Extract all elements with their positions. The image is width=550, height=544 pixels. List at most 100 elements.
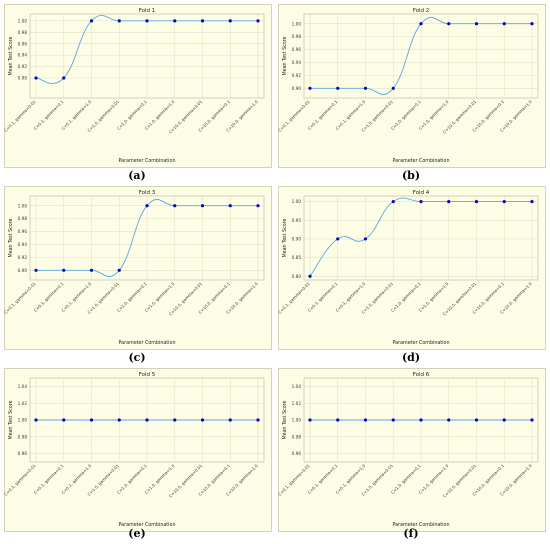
- y-tick-label: 1.00: [292, 199, 302, 204]
- data-point: [447, 22, 451, 26]
- plot-area-frame: [29, 195, 265, 281]
- data-point: [474, 22, 479, 26]
- data-point: [117, 418, 121, 422]
- data-point: [34, 418, 38, 422]
- y-tick-label: 1.00: [18, 18, 28, 23]
- y-tick-label: 0.90: [18, 268, 28, 273]
- panel-label-f: (f): [403, 527, 419, 540]
- chart-title: Fold 4: [413, 190, 430, 196]
- data-point: [363, 237, 368, 241]
- data-point: [502, 200, 506, 204]
- fold-4-chart: Fold 4 0.80 0.85 0.90 0.95 1.00 C=0.1, gamma=0…: [277, 186, 546, 350]
- figure-background: [278, 4, 546, 168]
- data-point: [34, 76, 38, 80]
- chart-title: Fold 5: [139, 372, 156, 378]
- data-point: [363, 418, 368, 422]
- chart-title: Fold 3: [139, 190, 156, 196]
- x-axis-label: Parameter Combination: [119, 158, 176, 164]
- figure-background: [4, 4, 272, 168]
- y-tick-label: 0.98: [18, 216, 28, 221]
- y-tick-label: 0.90: [18, 76, 28, 81]
- data-point: [200, 19, 205, 23]
- data-point: [145, 204, 149, 208]
- fold-5-chart: Fold 5 0.96 0.98 1.00 1.02 1.04 C=0.1, gamma=0…: [3, 368, 272, 532]
- data-point: [502, 22, 506, 26]
- x-axis-label: Parameter Combination: [393, 158, 450, 164]
- data-point: [89, 19, 94, 23]
- figure-background: [278, 368, 546, 532]
- data-point: [89, 418, 94, 422]
- data-point: [530, 200, 534, 204]
- y-tick-label: 0.94: [18, 53, 28, 58]
- chart-svg: Fold 60.960.981.001.021.04C=0.1, gamma=0…: [277, 368, 546, 532]
- y-tick-label: 0.96: [18, 41, 28, 46]
- data-point: [419, 418, 423, 422]
- data-point: [391, 418, 395, 422]
- y-tick-label: 0.80: [292, 274, 302, 279]
- data-point: [117, 268, 121, 272]
- data-point: [62, 418, 66, 422]
- y-tick-label: 0.92: [18, 255, 28, 260]
- chart-title: Fold 2: [413, 8, 430, 14]
- y-tick-label: 1.00: [292, 418, 302, 423]
- y-tick-label: 1.00: [18, 203, 28, 208]
- y-axis-label: Mean Test Score: [8, 218, 14, 257]
- chart-svg: Fold 20.900.920.940.960.981.00C=0.1, gam…: [277, 4, 546, 168]
- y-tick-label: 0.98: [18, 434, 28, 439]
- x-axis-label: Parameter Combination: [393, 340, 450, 346]
- data-point: [308, 418, 312, 422]
- y-axis-label: Mean Test Score: [282, 218, 288, 257]
- chart-svg: Fold 40.800.850.900.951.00C=0.1, gamma=0…: [277, 186, 546, 350]
- y-tick-label: 0.90: [292, 237, 302, 242]
- panel-label-a: (a): [128, 169, 146, 182]
- chart-title: Fold 6: [413, 372, 430, 378]
- y-tick-label: 0.98: [18, 30, 28, 35]
- panel-label-d: (d): [401, 351, 421, 364]
- data-point: [89, 268, 94, 272]
- chart-svg: Fold 10.900.920.940.960.981.00C=0.1, gam…: [3, 4, 272, 168]
- data-point: [145, 19, 149, 23]
- data-point: [173, 204, 177, 208]
- y-tick-label: 1.04: [18, 384, 28, 389]
- y-tick-label: 1.02: [18, 401, 28, 406]
- data-point: [256, 418, 260, 422]
- data-point: [228, 418, 232, 422]
- y-tick-label: 0.98: [292, 34, 302, 39]
- data-point: [200, 418, 205, 422]
- y-tick-label: 1.00: [292, 21, 302, 26]
- fold-6-chart: Fold 6 0.96 0.98 1.00 1.02 1.04 C=0.1, gamma=0…: [277, 368, 546, 532]
- data-point: [336, 237, 340, 241]
- plot-area-frame: [303, 13, 539, 99]
- y-tick-label: 0.98: [292, 434, 302, 439]
- y-tick-label: 1.04: [292, 384, 302, 389]
- data-point: [173, 19, 177, 23]
- x-axis-label: Parameter Combination: [119, 340, 176, 346]
- data-point: [336, 86, 340, 90]
- y-axis-label: Mean Test Score: [282, 36, 288, 75]
- panel-label-e: (e): [128, 527, 146, 540]
- chart-svg: Fold 50.960.981.001.021.04C=0.1, gamma=0…: [3, 368, 272, 532]
- y-tick-label: 0.96: [292, 451, 302, 456]
- data-point: [145, 418, 149, 422]
- data-point: [228, 204, 232, 208]
- y-tick-label: 0.96: [18, 229, 28, 234]
- fold-3-chart: Fold 3 0.90 0.92 0.94 0.96 0.98 1.00 C=0.1, gam…: [3, 186, 272, 350]
- y-tick-label: 0.92: [18, 64, 28, 69]
- data-point: [363, 86, 368, 90]
- data-point: [228, 19, 232, 23]
- y-tick-label: 0.90: [292, 86, 302, 91]
- chart-svg: Fold 30.900.920.940.960.981.00C=0.1, gam…: [3, 186, 272, 350]
- data-point: [256, 204, 260, 208]
- figure-background: [4, 186, 272, 350]
- data-point: [530, 418, 534, 422]
- data-point: [419, 22, 423, 26]
- y-tick-label: 0.94: [18, 242, 28, 247]
- y-tick-label: 0.92: [292, 73, 302, 78]
- data-point: [502, 418, 506, 422]
- y-axis-label: Mean Test Score: [8, 400, 14, 439]
- data-point: [308, 274, 312, 278]
- y-tick-label: 0.95: [292, 218, 302, 223]
- plot-area-frame: [303, 377, 539, 463]
- data-point: [173, 418, 177, 422]
- y-axis-label: Mean Test Score: [8, 36, 14, 75]
